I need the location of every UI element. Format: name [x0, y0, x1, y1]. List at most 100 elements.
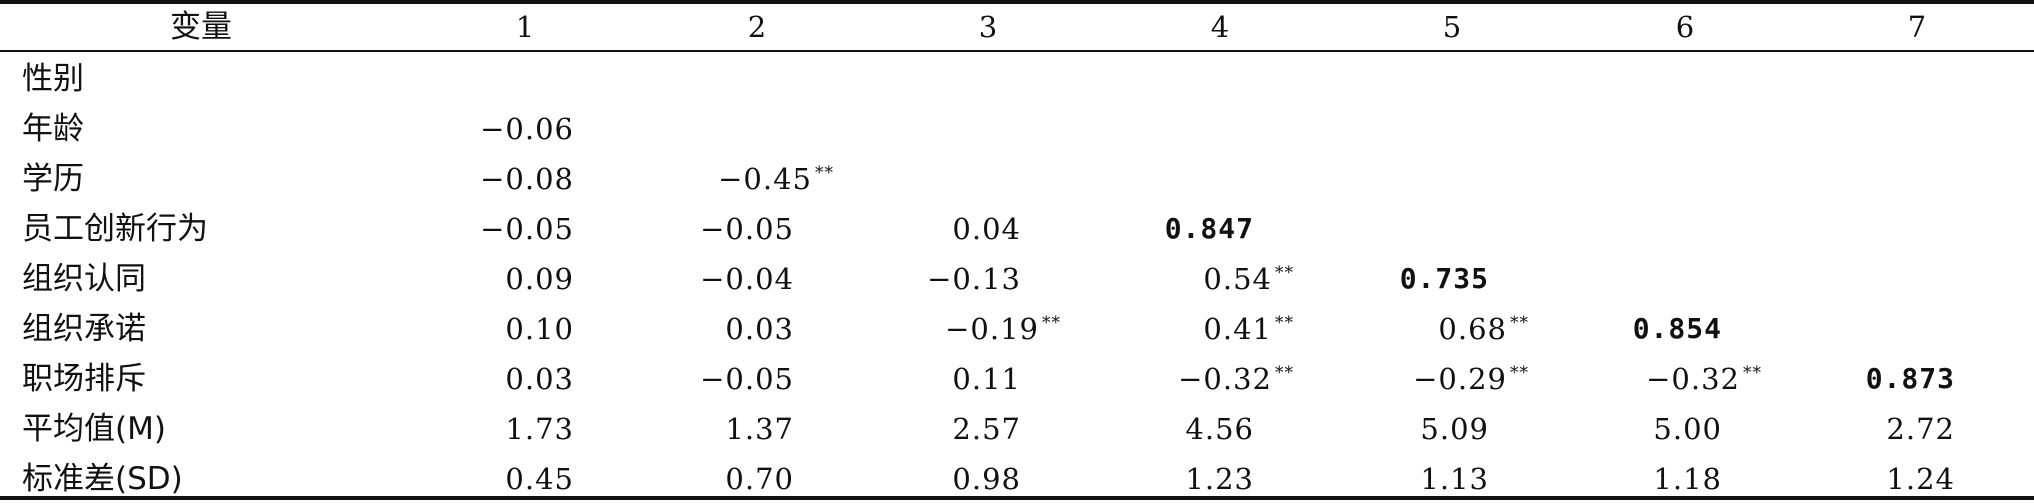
cell-value: −0.32 [1178, 362, 1272, 396]
table-row: 性别 [0, 54, 2034, 104]
table-cell: 0.847 [1165, 204, 1254, 254]
cell-value: 0.03 [505, 362, 574, 396]
significance-marker: ** [1275, 363, 1294, 384]
row-label: 学历 [22, 161, 84, 197]
table-cell: 5.00 [1653, 404, 1722, 454]
cell-value: −0.05 [700, 362, 794, 396]
cell-value: −0.32 [1646, 362, 1740, 396]
table-cell: 1.24 [1886, 454, 1955, 504]
cell-value: 0.10 [505, 312, 574, 346]
table-cell: 5.09 [1420, 404, 1489, 454]
table-cell: 0.54 ** [1203, 254, 1294, 304]
significance-marker: ** [1275, 263, 1294, 284]
table-cell: 0.03 [725, 304, 794, 354]
table-cell: −0.29 ** [1413, 354, 1529, 404]
table-cell: 1.37 [725, 404, 794, 454]
table-cell: 2.57 [952, 404, 1021, 454]
significance-marker: ** [1743, 363, 1762, 384]
cell-value: −0.45 [718, 162, 812, 196]
significance-marker: ** [815, 163, 834, 184]
cell-value: −0.05 [700, 212, 794, 246]
significance-marker: ** [1042, 313, 1061, 334]
table-cell: −0.05 [480, 204, 574, 254]
header-col-3: 3 [978, 10, 998, 44]
cell-value: 1.73 [505, 412, 574, 446]
cell-value: 5.00 [1653, 412, 1722, 446]
cell-value: 1.37 [725, 412, 794, 446]
row-label: 组织认同 [22, 261, 146, 297]
table-top-rule [0, 0, 2034, 4]
table-cell: −0.04 [700, 254, 794, 304]
table-row: 年龄 −0.06 [0, 104, 2034, 154]
cell-value: 0.68 [1438, 312, 1507, 346]
table-cell: 0.03 [505, 354, 574, 404]
cell-value: −0.19 [945, 312, 1039, 346]
table-header-rule [0, 50, 2034, 52]
table-cell: −0.19 ** [945, 304, 1061, 354]
table-cell: 1.18 [1653, 454, 1722, 504]
table-cell: 2.72 [1886, 404, 1955, 454]
table-row: 职场排斥 0.03 −0.05 0.11 −0.32 ** −0.29 ** −0.32 ** 0.… [0, 354, 2034, 404]
header-col-1: 1 [515, 10, 535, 44]
cell-value: −0.08 [480, 162, 574, 196]
cell-value: 0.54 [1203, 262, 1272, 296]
header-col-7: 7 [1907, 10, 1927, 44]
table-bottom-rule [0, 496, 2034, 500]
row-label: 年龄 [22, 111, 84, 147]
table-cell: 1.73 [505, 404, 574, 454]
table-cell: 0.735 [1400, 254, 1489, 304]
cell-value: −0.05 [480, 212, 574, 246]
table-cell: −0.05 [700, 204, 794, 254]
significance-marker: ** [1510, 363, 1529, 384]
table-cell: 0.04 [952, 204, 1021, 254]
table-cell: 0.09 [505, 254, 574, 304]
table-cell: 0.11 [952, 354, 1021, 404]
table-cell: −0.06 [480, 104, 574, 154]
table-cell: 0.70 [725, 454, 794, 504]
table-cell: 0.41 ** [1203, 304, 1294, 354]
header-col-6: 6 [1675, 10, 1695, 44]
cell-value: 0.41 [1203, 312, 1272, 346]
cell-value: 0.70 [725, 462, 794, 496]
cell-value: 2.57 [952, 412, 1021, 446]
table-cell: 0.98 [952, 454, 1021, 504]
table-cell: 0.45 [505, 454, 574, 504]
table-cell: 0.873 [1866, 354, 1955, 404]
significance-marker: ** [1510, 313, 1529, 334]
table-row: 标准差(SD) 0.45 0.70 0.98 1.23 1.13 1.18 1.24 [0, 454, 2034, 504]
table-cell: −0.05 [700, 354, 794, 404]
table-row: 学历 −0.08 −0.45 ** [0, 154, 2034, 204]
cell-value: 5.09 [1420, 412, 1489, 446]
table-cell: 0.68 ** [1438, 304, 1529, 354]
cell-value: 2.72 [1886, 412, 1955, 446]
row-label: 组织承诺 [22, 311, 146, 347]
cell-value: 1.23 [1185, 462, 1254, 496]
cell-value: 0.45 [505, 462, 574, 496]
cell-value: 4.56 [1185, 412, 1254, 446]
table-cell: −0.32 ** [1646, 354, 1762, 404]
table-row: 组织认同 0.09 −0.04 −0.13 0.54 ** 0.735 [0, 254, 2034, 304]
table-row: 平均值(M) 1.73 1.37 2.57 4.56 5.09 5.00 2.72 [0, 404, 2034, 454]
table-cell: −0.45 ** [718, 154, 834, 204]
cell-value: 0.09 [505, 262, 574, 296]
cell-value: 0.03 [725, 312, 794, 346]
table-header-row: 变量 1 2 3 4 5 6 7 [0, 2, 2034, 52]
cell-value: 1.24 [1886, 462, 1955, 496]
table-row: 员工创新行为 −0.05 −0.05 0.04 0.847 [0, 204, 2034, 254]
row-label: 员工创新行为 [22, 211, 208, 247]
cell-value: −0.29 [1413, 362, 1507, 396]
table-cell: 0.854 [1633, 304, 1722, 354]
table-cell: 0.10 [505, 304, 574, 354]
header-col-5: 5 [1442, 10, 1462, 44]
cell-value: −0.13 [927, 262, 1021, 296]
table-cell: −0.13 [927, 254, 1021, 304]
cell-value: −0.04 [700, 262, 794, 296]
cell-value: −0.06 [480, 112, 574, 146]
cell-value: 0.11 [952, 362, 1021, 396]
table-row: 组织承诺 0.10 0.03 −0.19 ** 0.41 ** 0.68 ** 0.854 [0, 304, 2034, 354]
table-cell: 1.13 [1420, 454, 1489, 504]
table-cell: −0.32 ** [1178, 354, 1294, 404]
row-label: 职场排斥 [22, 361, 146, 397]
table-cell: 1.23 [1185, 454, 1254, 504]
